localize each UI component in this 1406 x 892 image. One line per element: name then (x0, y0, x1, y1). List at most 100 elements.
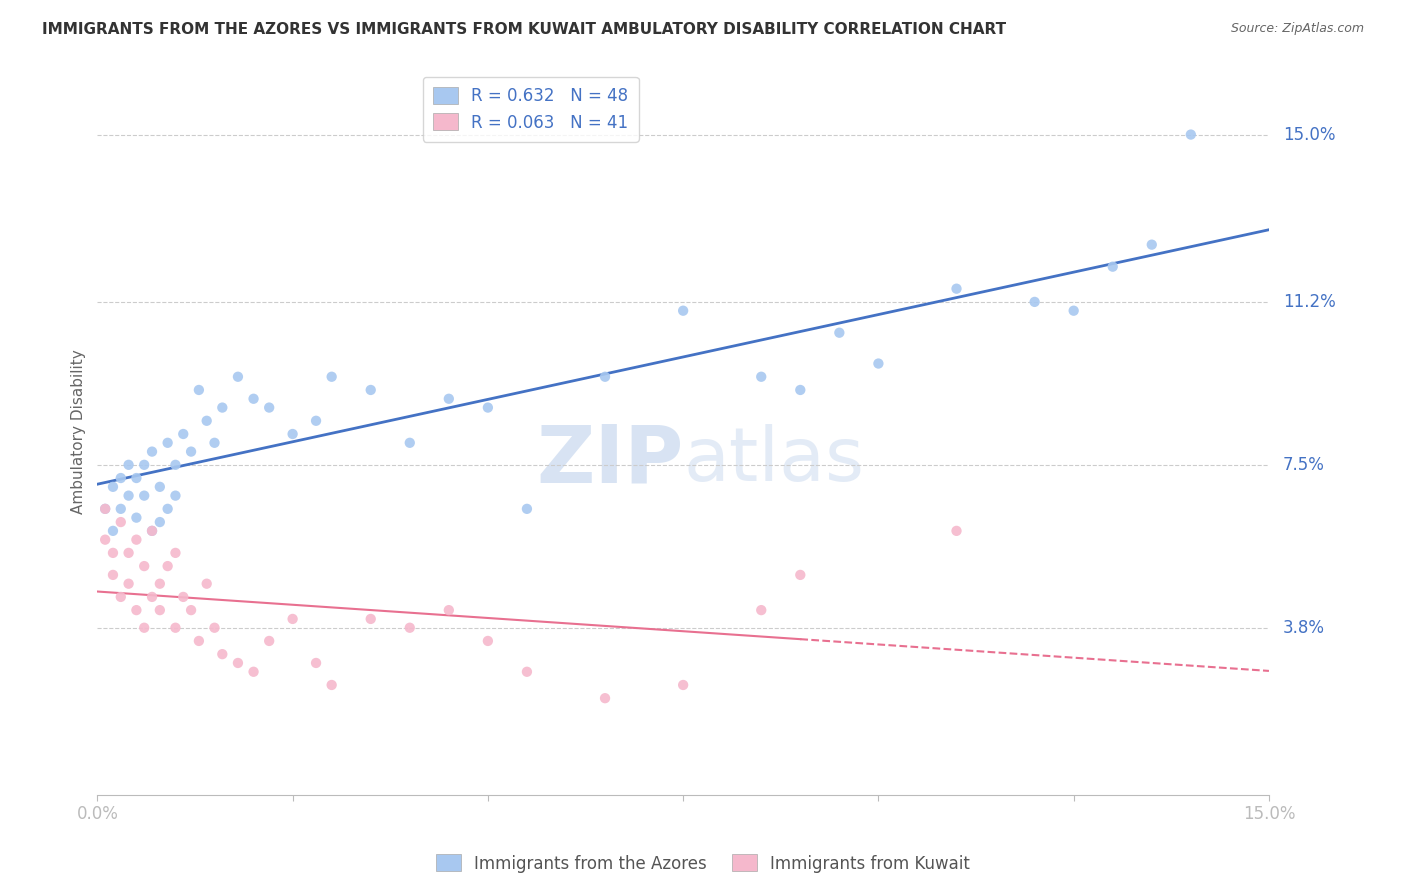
Point (141, 524, 163, 538)
Point (305, 414, 328, 428)
Point (94, 501, 117, 516)
Point (165, 489, 187, 503)
Point (945, 524, 967, 538)
Point (281, 427, 304, 442)
Point (187, 634, 209, 648)
Point (110, 501, 132, 516)
Point (516, 501, 538, 516)
Point (149, 603, 172, 617)
Point (593, 691, 616, 706)
Point (134, 458, 156, 472)
Y-axis label: Ambulatory Disability: Ambulatory Disability (72, 350, 86, 514)
Point (257, 634, 280, 648)
Point (672, 303, 695, 318)
Point (195, 414, 218, 428)
Point (125, 510, 148, 524)
Point (437, 392, 460, 406)
Point (117, 489, 139, 503)
Point (149, 576, 172, 591)
Point (321, 369, 343, 384)
Point (242, 665, 264, 679)
Point (149, 515, 172, 529)
Point (242, 392, 264, 406)
Point (187, 383, 209, 397)
Point (211, 647, 233, 661)
Point (141, 590, 163, 604)
Point (749, 369, 772, 384)
Point (156, 435, 179, 450)
Text: ZIP: ZIP (536, 422, 683, 500)
Point (110, 515, 132, 529)
Point (226, 369, 249, 384)
Point (321, 678, 343, 692)
Point (101, 568, 124, 582)
Point (398, 621, 420, 635)
Point (165, 621, 187, 635)
Point (1180, 128, 1202, 142)
Point (868, 357, 890, 371)
Point (593, 369, 616, 384)
Point (204, 621, 226, 635)
Point (110, 590, 132, 604)
Text: atlas: atlas (683, 425, 865, 498)
Point (226, 656, 249, 670)
Point (180, 603, 202, 617)
Point (156, 559, 179, 574)
Point (172, 590, 194, 604)
Point (789, 568, 811, 582)
Text: 7.5%: 7.5% (1284, 456, 1324, 474)
Point (195, 576, 218, 591)
Point (749, 603, 772, 617)
Point (1024, 294, 1046, 309)
Text: Source: ZipAtlas.com: Source: ZipAtlas.com (1230, 22, 1364, 36)
Text: 11.2%: 11.2% (1284, 293, 1336, 311)
Point (477, 401, 499, 415)
Point (180, 444, 202, 458)
Point (211, 401, 233, 415)
Point (110, 471, 132, 485)
Legend: Immigrants from the Azores, Immigrants from Kuwait: Immigrants from the Azores, Immigrants f… (429, 847, 977, 880)
Point (789, 383, 811, 397)
Point (101, 524, 124, 538)
Point (141, 524, 163, 538)
Point (437, 603, 460, 617)
Point (125, 533, 148, 547)
Point (149, 480, 172, 494)
Legend: R = 0.632   N = 48, R = 0.063   N = 41: R = 0.632 N = 48, R = 0.063 N = 41 (423, 77, 638, 142)
Text: IMMIGRANTS FROM THE AZORES VS IMMIGRANTS FROM KUWAIT AMBULATORY DISABILITY CORRE: IMMIGRANTS FROM THE AZORES VS IMMIGRANTS… (42, 22, 1007, 37)
Point (125, 471, 148, 485)
Point (117, 546, 139, 560)
Point (117, 458, 139, 472)
Point (1063, 303, 1085, 318)
Point (101, 546, 124, 560)
Text: 3.8%: 3.8% (1284, 619, 1324, 637)
Point (156, 501, 179, 516)
Point (281, 612, 304, 626)
Point (257, 401, 280, 415)
Point (1140, 237, 1163, 252)
Point (828, 326, 851, 340)
Point (1101, 260, 1123, 274)
Text: 15.0%: 15.0% (1284, 126, 1336, 144)
Point (477, 634, 499, 648)
Point (101, 480, 124, 494)
Point (125, 603, 148, 617)
Point (94, 533, 117, 547)
Point (945, 282, 967, 296)
Point (305, 656, 328, 670)
Point (398, 435, 420, 450)
Point (360, 612, 382, 626)
Point (172, 427, 194, 442)
Point (117, 576, 139, 591)
Point (141, 444, 163, 458)
Point (204, 435, 226, 450)
Point (360, 383, 382, 397)
Point (94, 501, 117, 516)
Point (134, 489, 156, 503)
Point (516, 665, 538, 679)
Point (165, 546, 187, 560)
Point (165, 458, 187, 472)
Point (672, 678, 695, 692)
Point (134, 559, 156, 574)
Point (134, 621, 156, 635)
